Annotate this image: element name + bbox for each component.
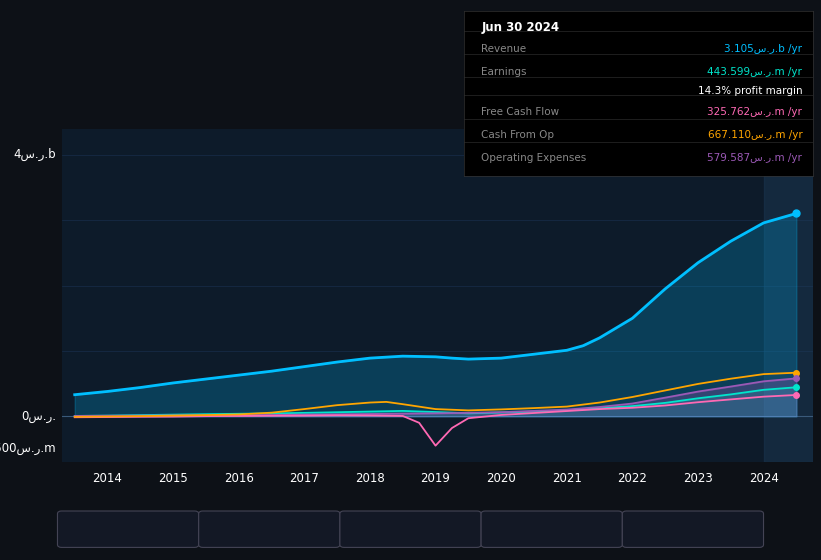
- Text: 443.599س.ر.m /yr: 443.599س.ر.m /yr: [708, 67, 802, 77]
- Text: 325.762س.ر.m /yr: 325.762س.ر.m /yr: [708, 107, 802, 117]
- Text: Cash From Op: Cash From Op: [481, 130, 554, 140]
- Text: Free Cash Flow: Free Cash Flow: [374, 524, 452, 534]
- Text: 579.587س.ر.m /yr: 579.587س.ر.m /yr: [708, 153, 802, 164]
- Text: Cash From Op: Cash From Op: [515, 524, 588, 534]
- Text: 3.105س.ر.b /yr: 3.105س.ر.b /yr: [724, 44, 802, 54]
- Text: 14.3% profit margin: 14.3% profit margin: [698, 86, 802, 96]
- Text: Revenue: Revenue: [481, 44, 526, 54]
- Text: Earnings: Earnings: [481, 67, 527, 77]
- Text: Operating Expenses: Operating Expenses: [656, 524, 761, 534]
- Text: ●: ●: [500, 524, 508, 534]
- Text: 0س.ر.: 0س.ر.: [21, 410, 56, 423]
- Bar: [764, 129, 813, 462]
- Text: ●: ●: [76, 524, 85, 534]
- Text: Operating Expenses: Operating Expenses: [481, 153, 586, 164]
- Text: -500س.ر.m: -500س.ر.m: [0, 442, 56, 455]
- Text: Revenue: Revenue: [91, 524, 136, 534]
- Text: 667.110س.ر.m /yr: 667.110س.ر.m /yr: [708, 130, 802, 140]
- Text: 4س.ر.b: 4س.ر.b: [13, 148, 56, 161]
- Text: Free Cash Flow: Free Cash Flow: [481, 107, 559, 117]
- Text: Earnings: Earnings: [232, 524, 277, 534]
- Text: ●: ●: [359, 524, 367, 534]
- Text: ●: ●: [641, 524, 649, 534]
- Text: Jun 30 2024: Jun 30 2024: [481, 21, 559, 34]
- Text: ●: ●: [218, 524, 226, 534]
